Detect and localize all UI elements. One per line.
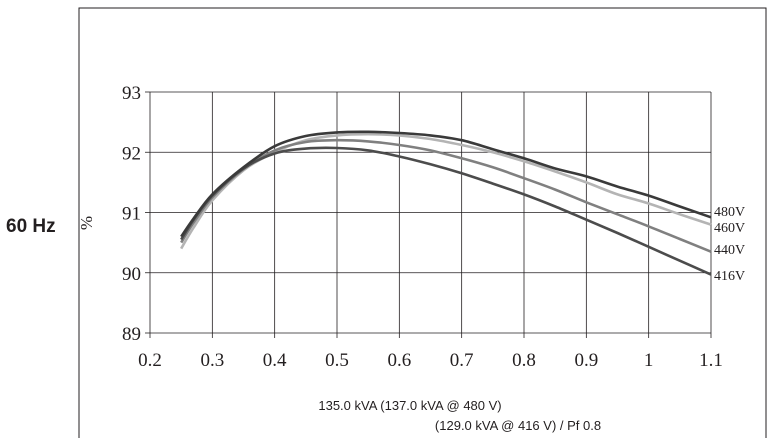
- frequency-label: 60 Hz: [6, 216, 56, 237]
- x-tick-label: 0.6: [387, 350, 411, 371]
- series-label-460v: 460V: [714, 221, 745, 236]
- x-tick-label: 0.7: [450, 350, 474, 371]
- x-tick-label: 1: [644, 350, 654, 371]
- y-tick-label: 93: [122, 83, 141, 104]
- y-tick-label: 90: [122, 264, 141, 285]
- y-tick-label: 91: [122, 204, 141, 225]
- x-tick-label: 0.8: [512, 350, 536, 371]
- rating-caption-line1: 135.0 kVA (137.0 kVA @ 480 V): [318, 398, 501, 413]
- x-tick-label: 0.4: [263, 350, 287, 371]
- series-lines: [180, 130, 712, 276]
- rating-caption-line2: (129.0 kVA @ 416 V) / Pf 0.8: [435, 418, 601, 433]
- y-axis-label: %: [77, 216, 96, 230]
- grid: [145, 91, 712, 338]
- x-tick-label: 0.5: [325, 350, 349, 371]
- x-tick-label: 0.3: [200, 350, 224, 371]
- x-tick-label: 1.1: [699, 350, 723, 371]
- chart-frame: [78, 7, 767, 438]
- series-label-480v: 480V: [714, 205, 745, 220]
- tick-labels: 0.2 0.3 0.4 0.5 0.6 0.7 0.8 0.9 1 1.1 89 90 91 92 93: [122, 83, 723, 371]
- x-tick-label: 0.9: [574, 350, 598, 371]
- series-line-440v: [180, 138, 712, 253]
- series-line-416v: [180, 146, 712, 276]
- series-label-440v: 440V: [714, 243, 745, 258]
- x-tick-label: 0.2: [138, 350, 162, 371]
- y-tick-label: 89: [122, 324, 141, 345]
- series-line-480v: [180, 130, 712, 238]
- series-label-416v: 416V: [714, 269, 745, 284]
- y-tick-label: 92: [122, 143, 141, 164]
